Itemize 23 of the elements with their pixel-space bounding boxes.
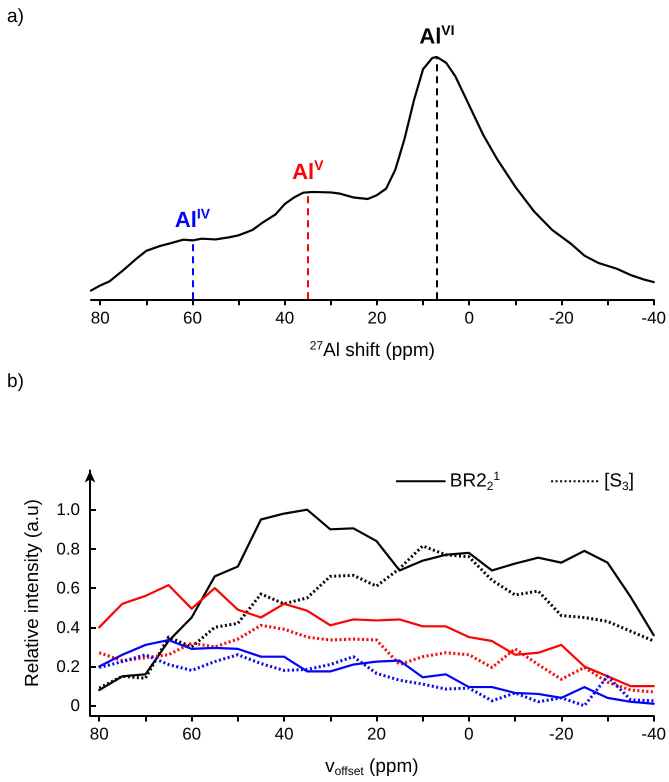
y-tick-label: 0.6: [56, 578, 80, 598]
x-tick-label: 40: [274, 724, 294, 744]
x-tick-label: 80: [90, 308, 110, 328]
x-tick-label: 60: [183, 308, 202, 328]
y-tick-label: 0.8: [56, 539, 80, 558]
x-tick-label: -40: [641, 308, 666, 328]
y-axis-title: Relative intensity (a.u): [22, 499, 43, 687]
x-tick-label: 20: [368, 308, 386, 328]
chart-title: a): [7, 6, 24, 27]
x-tick-label: 0: [464, 724, 474, 744]
x-tick-label: -40: [641, 724, 666, 744]
x-tick-label: 60: [182, 724, 202, 744]
x-tick-label: -20: [549, 308, 574, 328]
x-tick-label: 0: [464, 308, 474, 328]
x-tick-label: -20: [549, 724, 574, 744]
y-tick-label: 0.4: [56, 618, 80, 637]
chart-title: b): [7, 371, 24, 392]
y-tick-label: 0.2: [56, 657, 80, 676]
x-tick-label: 40: [275, 308, 294, 328]
x-tick-label: 80: [90, 724, 109, 744]
x-tick-label: 20: [367, 724, 386, 744]
y-tick-label: 1.0: [56, 500, 80, 520]
y-tick-label: 0: [70, 696, 80, 716]
